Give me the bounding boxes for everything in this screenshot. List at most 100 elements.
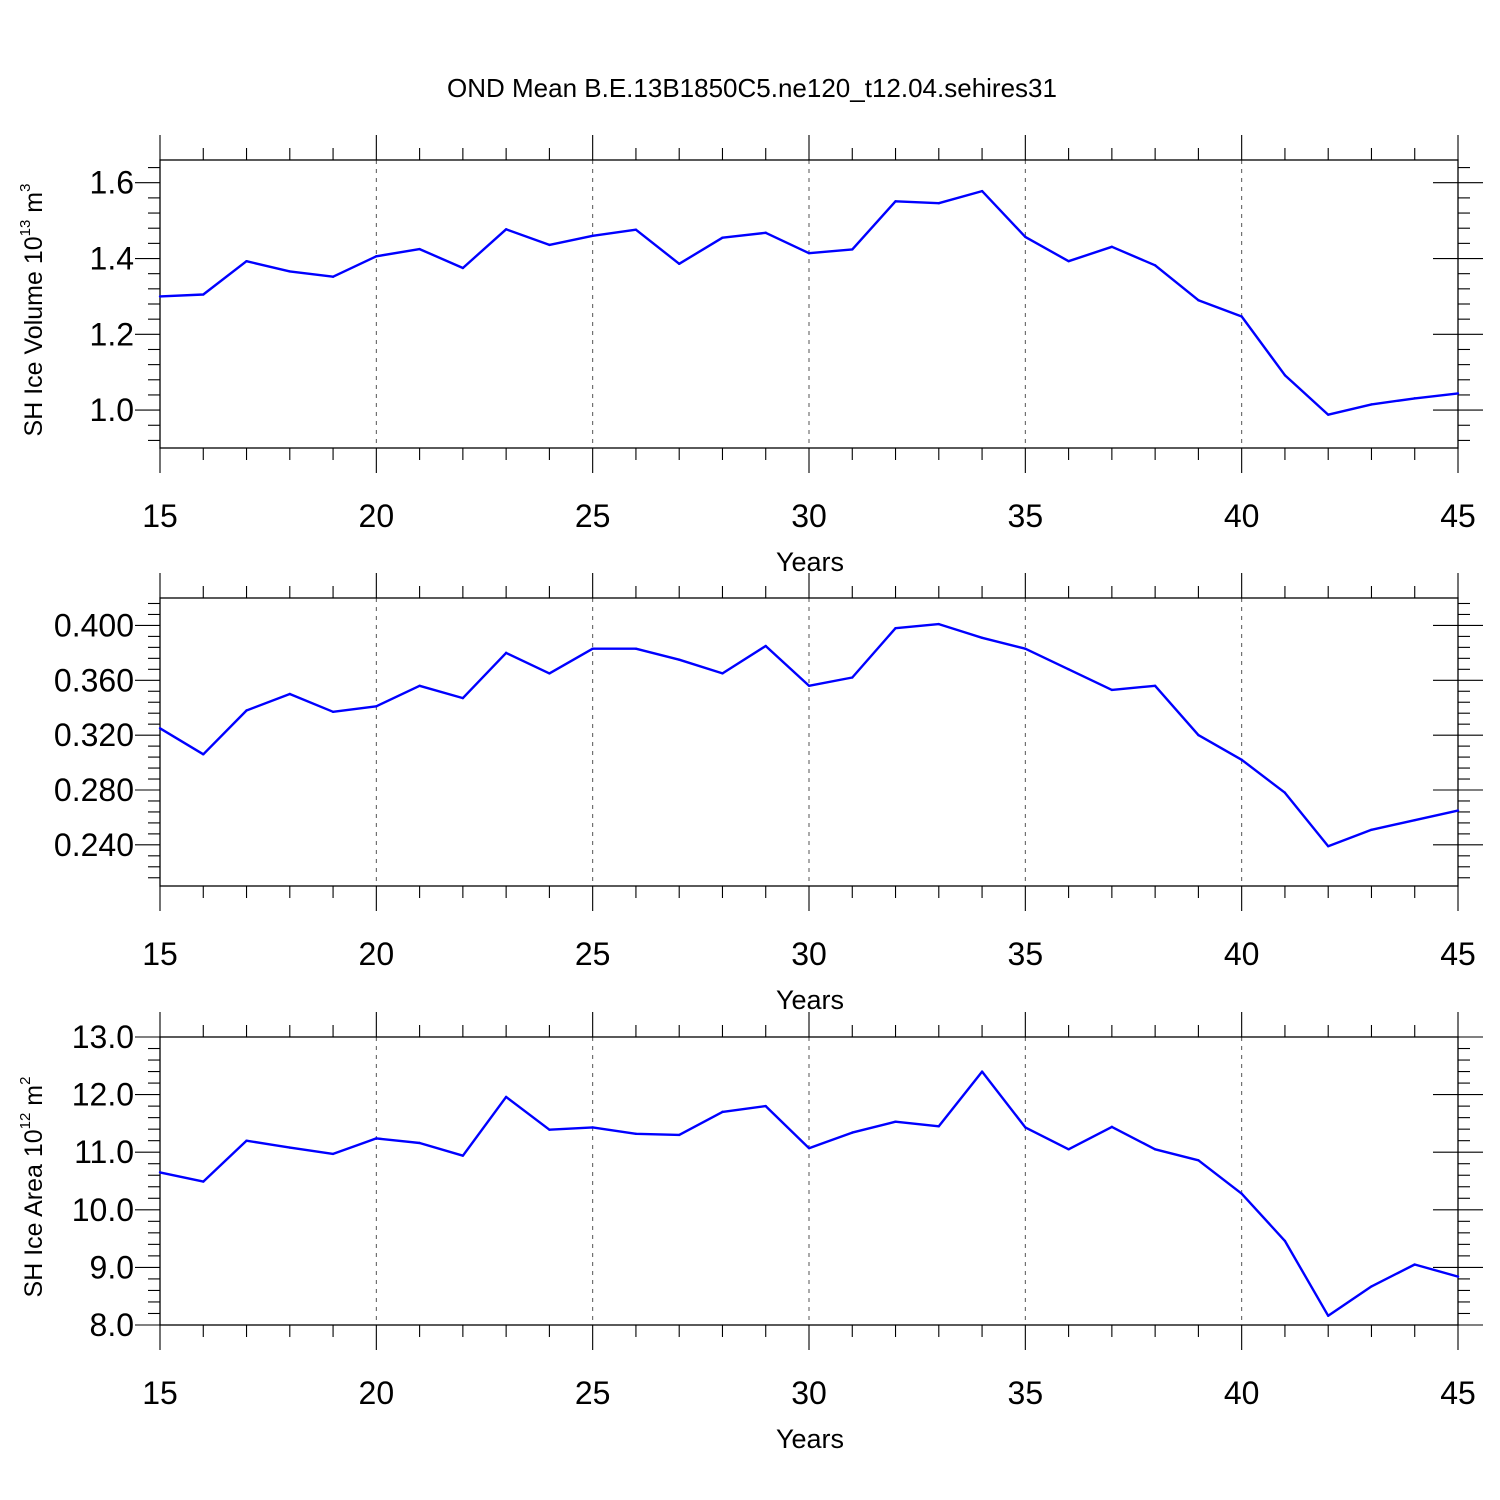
- data-point: [851, 676, 854, 679]
- data-point: [331, 1152, 335, 1156]
- x-axis-title: Years: [776, 1424, 844, 1454]
- data-point: [202, 293, 205, 296]
- y-tick-label: 0.240: [54, 827, 134, 863]
- y-tick-label: 12.0: [72, 1077, 134, 1113]
- x-axis-title: Years: [776, 547, 844, 577]
- data-point: [634, 1132, 638, 1135]
- data-point: [1153, 684, 1157, 687]
- data-point: [461, 1154, 465, 1157]
- data-point: [461, 266, 465, 270]
- data-point: [721, 1110, 724, 1114]
- y-axis-title-text: SH Ice Volume 10: [20, 236, 48, 436]
- data-point: [1110, 1125, 1114, 1129]
- x-tick-label: 35: [1008, 1375, 1044, 1411]
- data-point: [1024, 647, 1027, 650]
- x-tick-label: 15: [142, 1375, 178, 1411]
- data-point: [418, 247, 421, 251]
- y-tick-label: 0.400: [54, 607, 134, 643]
- x-tick-label: 30: [791, 498, 827, 534]
- x-tick-label: 20: [359, 498, 395, 534]
- data-point: [288, 1146, 291, 1149]
- data-point: [1240, 758, 1243, 762]
- data-point: [1413, 1263, 1416, 1266]
- data-point: [504, 651, 508, 655]
- x-tick-label: 15: [142, 498, 178, 534]
- data-point: [548, 672, 551, 675]
- data-point: [158, 727, 162, 730]
- panel-3: 15 20 25 30 35 40 45 8.0 9.0 10.0 11.0 12.0 13.0 Year…: [17, 1012, 1483, 1454]
- data-point: [764, 644, 767, 648]
- data-point: [807, 252, 811, 255]
- y-tick-label: 0.360: [54, 662, 134, 698]
- data-point: [504, 1095, 508, 1099]
- data-point: [1240, 1192, 1243, 1195]
- data-point: [1110, 245, 1114, 248]
- data-point: [721, 236, 724, 239]
- y-axis-title-exponent: 12: [17, 1113, 34, 1130]
- y-tick-label: 1.2: [90, 316, 134, 352]
- data-point: [1370, 828, 1373, 831]
- y-axis-title: SH Ice Volume 1013 m3: [17, 184, 48, 437]
- y-tick-label: 8.0: [90, 1307, 134, 1343]
- data-point: [894, 626, 897, 630]
- data-point: [894, 200, 897, 203]
- data-point: [1240, 315, 1243, 318]
- x-tick-label: 30: [791, 936, 827, 972]
- data-point: [851, 248, 854, 251]
- data-point: [1024, 1126, 1027, 1129]
- data-point: [851, 1131, 854, 1134]
- y-axis-title-text: SH Ice Area 10: [20, 1129, 48, 1297]
- data-point: [158, 295, 162, 298]
- x-tick-label: 40: [1224, 498, 1260, 534]
- y-tick-label: 10.0: [72, 1192, 134, 1228]
- y-tick-label: 0.320: [54, 717, 134, 753]
- data-point: [634, 228, 638, 231]
- y-tick-label: 9.0: [90, 1249, 134, 1285]
- data-point: [202, 1180, 205, 1183]
- data-point: [1197, 299, 1200, 302]
- data-point: [158, 1171, 162, 1174]
- data-point: [678, 658, 681, 661]
- y-tick-label: 1.4: [90, 241, 134, 277]
- x-tick-label: 20: [359, 936, 395, 972]
- chart-title: OND Mean B.E.13B1850C5.ne120_t12.04.sehi…: [447, 73, 1057, 103]
- data-point: [980, 1070, 984, 1073]
- data-point: [1283, 1239, 1287, 1243]
- x-tick-label: 35: [1008, 936, 1044, 972]
- data-point: [1067, 259, 1070, 263]
- data-point: [807, 1146, 811, 1150]
- data-point: [1067, 668, 1070, 671]
- x-tick-label: 20: [359, 1375, 395, 1411]
- x-tick-label: 45: [1440, 1375, 1476, 1411]
- data-point: [1413, 818, 1416, 822]
- data-point: [591, 1126, 594, 1129]
- x-tick-label: 45: [1440, 498, 1476, 534]
- data-point: [937, 202, 940, 205]
- data-point: [331, 275, 335, 278]
- data-point: [1370, 1285, 1373, 1288]
- data-point: [1067, 1148, 1070, 1151]
- y-tick-label: 11.0: [74, 1134, 134, 1170]
- data-point: [980, 636, 984, 639]
- data-point: [764, 1104, 767, 1108]
- y-tick-label: 1.6: [90, 165, 134, 201]
- data-point: [678, 1133, 681, 1137]
- data-point: [1456, 809, 1460, 812]
- data-point: [1153, 1148, 1157, 1151]
- data-point: [245, 259, 248, 263]
- x-axis-title: Years: [776, 985, 844, 1015]
- panel-1: 15 20 25 30 35 40 45 1.0 1.2 1.4 1.6 Years SH Ice Vo…: [17, 135, 1483, 577]
- data-point: [1327, 413, 1330, 416]
- y-axis-title-unit: m: [20, 192, 48, 220]
- data-point: [1413, 397, 1416, 400]
- y-axis-title: SH Ice Area 1012 m2: [17, 1077, 48, 1298]
- data-point: [1456, 1275, 1460, 1278]
- y-axis-title-unit-exponent: 2: [17, 1077, 34, 1085]
- y-axis-title-unit: m: [20, 1085, 48, 1113]
- data-point: [634, 647, 638, 650]
- data-point: [288, 692, 291, 696]
- data-point: [375, 1137, 378, 1140]
- data-point: [1197, 1159, 1200, 1162]
- panel-2: 15 20 25 30 35 40 45 0.240 0.280 0.320 0.360 0.400 Y…: [54, 573, 1483, 1015]
- x-tick-label: 35: [1008, 498, 1044, 534]
